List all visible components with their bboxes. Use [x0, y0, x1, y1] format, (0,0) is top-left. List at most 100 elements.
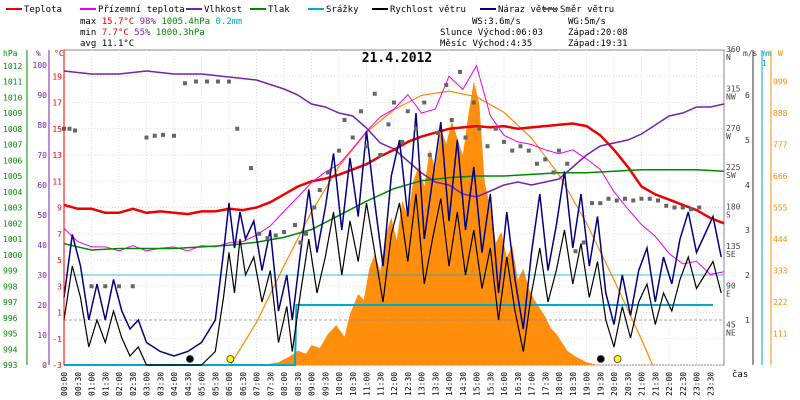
tick-label-pct: 70	[37, 151, 47, 160]
tick-label-time: 18:30	[569, 372, 578, 396]
tick-label-deg: 315	[726, 84, 741, 93]
tick-label-pct: 80	[37, 121, 47, 130]
tick-label-hpa: 997	[3, 298, 18, 307]
series-line-p-zemn-teplota	[63, 64, 725, 275]
wind-direction-point	[565, 161, 570, 166]
wind-direction-point	[257, 231, 262, 236]
tick-label-time: 23:00	[693, 372, 702, 396]
wind-direction-point	[526, 148, 531, 153]
wind-direction-point	[623, 196, 627, 201]
wind-direction-point	[485, 144, 490, 149]
tick-label-ms: 6	[745, 91, 750, 100]
tick-label-hpa: 1000	[3, 251, 22, 260]
tick-label-temp: 5	[57, 256, 62, 265]
tick-label-time: 16:00	[500, 372, 509, 396]
wind-direction-point	[172, 133, 176, 138]
sunrise-marker	[226, 355, 235, 363]
legend-item-label: Teplota	[24, 5, 62, 15]
tick-label-time: 19:30	[596, 372, 605, 396]
tick-label-time: 16:30	[514, 372, 523, 396]
tick-label-w: 888	[773, 109, 788, 118]
tick-label-mm: 1	[762, 59, 767, 68]
tick-label-pct: 90	[37, 91, 47, 100]
tick-label-time: 14:30	[459, 372, 468, 396]
tick-label-hpa: 1012	[3, 62, 22, 71]
axis-label-pct: %	[36, 49, 41, 58]
theoretical-radiation-line	[229, 90, 654, 366]
wind-direction-point	[378, 153, 383, 157]
tick-label-ms: 4	[745, 181, 750, 190]
tick-label-pct: 40	[37, 241, 47, 250]
tick-label-time: 11:30	[376, 372, 385, 396]
tick-label-time: 10:30	[349, 372, 358, 396]
tick-label-hpa: 996	[3, 314, 18, 323]
tick-label-time: 02:00	[115, 372, 124, 396]
tick-label-pct: 0	[42, 361, 47, 370]
tick-label-dir: SE	[726, 250, 736, 259]
tick-label-hpa: 998	[3, 282, 18, 291]
wind-direction-point	[647, 196, 652, 201]
wind-direction-point	[194, 79, 198, 84]
legend-item-label: Směr větru	[560, 5, 614, 15]
tick-label-dir: W	[726, 132, 731, 141]
tick-label-hpa: 1007	[3, 141, 22, 150]
tick-label-time: 14:00	[445, 372, 454, 396]
tick-label-deg: 180	[726, 203, 741, 212]
tick-label-dir: SW	[726, 171, 736, 180]
wind-direction-point	[67, 126, 72, 131]
wind-direction-point	[359, 109, 363, 114]
chart-header: max 15.7°C 98% 1005.4hPa 0.2mm min 7.7°C…	[80, 17, 628, 49]
wind-direction-point	[350, 135, 355, 140]
tick-label-w: 111	[773, 330, 788, 339]
wind-direction-point	[205, 79, 209, 84]
tick-label-pct: 30	[37, 271, 47, 280]
tick-label-hpa: 995	[3, 330, 18, 339]
tick-label-deg: 135	[726, 242, 741, 251]
tick-label-pct: 20	[37, 301, 47, 310]
tick-label-time: 12:00	[390, 372, 399, 396]
tick-label-w: 333	[773, 267, 788, 276]
wind-direction-point	[392, 100, 396, 105]
tick-label-hpa: 1005	[3, 172, 22, 181]
wind-direction-point	[298, 240, 303, 245]
moon-rise-text: Měsíc Východ:4:35	[440, 39, 532, 49]
axis-label-temp: °C	[54, 49, 64, 58]
moonset-marker	[596, 355, 605, 363]
wind-direction-point	[183, 81, 187, 86]
tick-label-time: 00:30	[74, 372, 83, 396]
tick-label-time: 13:00	[418, 372, 427, 396]
wind-direction-point	[216, 79, 220, 84]
wind-direction-point	[510, 148, 515, 153]
stats-min-row: min 7.7°C 55% 1000.3hPa	[80, 28, 205, 38]
plot-area	[62, 49, 725, 366]
tick-label-hpa: 994	[3, 345, 18, 354]
tick-label-temp: 11	[52, 177, 62, 186]
tick-label-ms: 1	[745, 316, 750, 325]
wind-direction-point	[364, 144, 369, 149]
wind-direction-point	[573, 249, 578, 254]
tick-label-time: 04:00	[170, 372, 179, 396]
tick-label-ms: 3	[745, 226, 750, 235]
stat-value: 7.7°C	[102, 28, 135, 38]
wind-direction-point	[342, 118, 347, 122]
tick-label-time: 03:30	[156, 372, 165, 396]
tick-label-time: 04:30	[184, 372, 193, 396]
axis-label-time: čas	[732, 369, 748, 380]
sunset-marker	[613, 355, 622, 363]
chart-title: 21.4.2012	[362, 51, 432, 66]
tick-label-time: 22:00	[665, 372, 674, 396]
stat-value: avg	[80, 39, 102, 49]
tick-label-dir: NW	[726, 92, 736, 101]
tick-label-time: 11:00	[363, 372, 372, 396]
tick-label-pct: 60	[37, 181, 47, 190]
tick-label-temp: 19	[52, 72, 62, 81]
stats-avg-row: avg 11.1°C	[80, 39, 134, 49]
tick-label-hpa: 1006	[3, 156, 22, 165]
tick-label-time: 23:30	[706, 372, 715, 396]
tick-label-time: 17:30	[541, 372, 550, 396]
tick-label-time: 06:00	[225, 372, 234, 396]
series-line-tlak	[63, 168, 725, 251]
tick-label-w: 444	[773, 235, 788, 244]
wind-direction-point	[130, 284, 135, 289]
